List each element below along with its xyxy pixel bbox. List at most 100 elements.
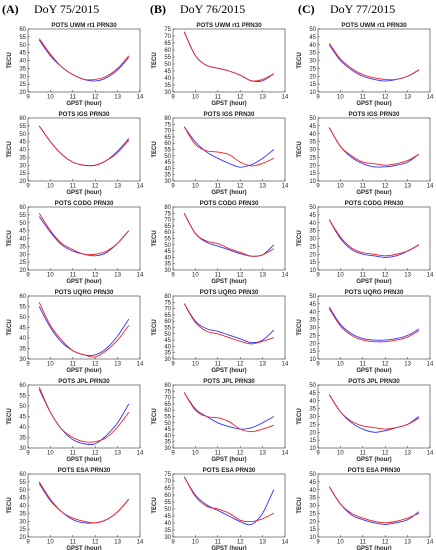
- y-tick-label: 65: [164, 41, 171, 47]
- x-tick-label: 9: [316, 273, 320, 279]
- y-tick-label: 40: [309, 399, 316, 405]
- x-axis-label: GPST (hour): [66, 546, 101, 550]
- y-tick-label: 40: [164, 433, 171, 439]
- x-tick-label: 11: [360, 95, 367, 101]
- x-tick-label: 9: [171, 362, 175, 368]
- x-tick-label: 13: [114, 362, 121, 368]
- x-tick-label: 11: [360, 451, 367, 457]
- y-axis-label: TECU: [297, 141, 303, 157]
- x-tick-label: 13: [114, 95, 121, 101]
- panel-title: POTS IGS PRN30: [204, 111, 255, 118]
- x-tick-label: 10: [192, 451, 199, 457]
- y-tick-label: 75: [164, 472, 171, 478]
- x-tick-label: 10: [192, 273, 199, 279]
- y-tick-label: 45: [164, 338, 171, 344]
- series-line-blue: [38, 39, 130, 82]
- x-tick-label: 13: [404, 362, 411, 368]
- y-tick-label: 35: [19, 244, 26, 250]
- y-tick-label: 45: [164, 514, 171, 520]
- x-tick-label: 13: [114, 540, 121, 546]
- x-tick-label: 10: [337, 362, 344, 368]
- panel-title: POTS UWM rt1 PRN30: [196, 22, 262, 29]
- x-tick-label: 12: [92, 451, 99, 457]
- chart-panel: POTS ESA PRN30 9 10 11 12 13 14 303540455055606…: [152, 467, 289, 550]
- y-tick-label: 45: [19, 496, 26, 502]
- series-line-red: [328, 308, 420, 343]
- series-line-red: [328, 42, 420, 81]
- x-tick-label: 14: [137, 362, 144, 368]
- y-tick-label: 25: [19, 260, 26, 266]
- x-tick-label: 9: [26, 184, 30, 190]
- column-letter-a: (A): [2, 2, 19, 16]
- y-tick-label: 45: [19, 140, 26, 146]
- y-tick-label: 40: [19, 336, 26, 342]
- y-tick-label: 50: [19, 404, 26, 410]
- column-header-b: (B) DoY 76/2015: [150, 2, 245, 16]
- y-tick-label: 30: [309, 504, 316, 510]
- y-tick-label: 65: [164, 486, 171, 492]
- y-tick-label: 30: [164, 535, 171, 541]
- y-tick-label: 20: [19, 268, 26, 274]
- y-tick-label: 25: [19, 171, 26, 177]
- x-axis-label: GPST (hour): [356, 457, 391, 463]
- y-tick-label: 55: [164, 415, 171, 421]
- y-tick-label: 70: [164, 307, 171, 313]
- plot-frame: [317, 295, 431, 360]
- x-tick-label: 10: [337, 273, 344, 279]
- y-tick-label: 25: [309, 66, 316, 72]
- x-axis-label: GPST (hour): [211, 368, 246, 374]
- x-tick-label: 12: [92, 273, 99, 279]
- y-tick-label: 35: [309, 496, 316, 502]
- y-tick-label: 50: [164, 154, 171, 160]
- y-tick-label: 20: [309, 163, 316, 169]
- y-tick-label: 65: [164, 224, 171, 230]
- y-tick-label: 40: [164, 255, 171, 261]
- x-tick-label: 9: [26, 362, 30, 368]
- y-tick-label: 40: [309, 310, 316, 316]
- plot-frame: [172, 473, 286, 538]
- y-tick-label: 50: [164, 332, 171, 338]
- series-line-red: [183, 126, 274, 167]
- y-tick-label: 50: [164, 243, 171, 249]
- x-tick-label: 13: [259, 273, 266, 279]
- y-tick-label: 35: [309, 229, 316, 235]
- x-tick-label: 9: [26, 540, 30, 546]
- y-tick-label: 20: [309, 252, 316, 258]
- y-axis-label: TECU: [152, 230, 158, 246]
- panel-title: POTS JPL PRN30: [203, 378, 255, 385]
- plot-frame: [172, 384, 286, 449]
- y-tick-label: 80: [164, 383, 171, 389]
- x-axis-label: GPST (hour): [66, 279, 101, 285]
- y-tick-label: 45: [19, 415, 26, 421]
- y-axis-label: TECU: [7, 141, 13, 157]
- y-tick-label: 25: [309, 155, 316, 161]
- y-tick-label: 25: [19, 82, 26, 88]
- panel-title: POTS UWM rt1 PRN30: [51, 22, 117, 29]
- y-tick-label: 30: [19, 163, 26, 169]
- x-tick-label: 13: [259, 451, 266, 457]
- x-axis-label: GPST (hour): [66, 368, 101, 374]
- y-tick-label: 60: [164, 408, 171, 414]
- series-line-blue: [328, 44, 420, 82]
- x-tick-label: 14: [282, 184, 289, 190]
- y-tick-label: 70: [164, 479, 171, 485]
- x-axis-label: GPST (hour): [211, 546, 246, 550]
- y-tick-label: 50: [164, 421, 171, 427]
- chart-panel: POTS UWM rt1 PRN30 9 10 11 12 13 14 30354045505…: [152, 22, 289, 107]
- x-tick-label: 11: [360, 273, 367, 279]
- x-tick-label: 14: [137, 540, 144, 546]
- y-tick-label: 40: [19, 237, 26, 243]
- x-tick-label: 14: [282, 273, 289, 279]
- y-tick-label: 50: [19, 315, 26, 321]
- y-tick-label: 55: [19, 35, 26, 41]
- x-tick-label: 12: [382, 451, 389, 457]
- x-tick-label: 11: [70, 362, 77, 368]
- x-tick-label: 9: [171, 451, 175, 457]
- x-tick-label: 9: [316, 95, 320, 101]
- x-tick-label: 11: [360, 540, 367, 546]
- y-tick-label: 40: [19, 425, 26, 431]
- y-tick-label: 55: [164, 237, 171, 243]
- y-tick-label: 35: [19, 511, 26, 517]
